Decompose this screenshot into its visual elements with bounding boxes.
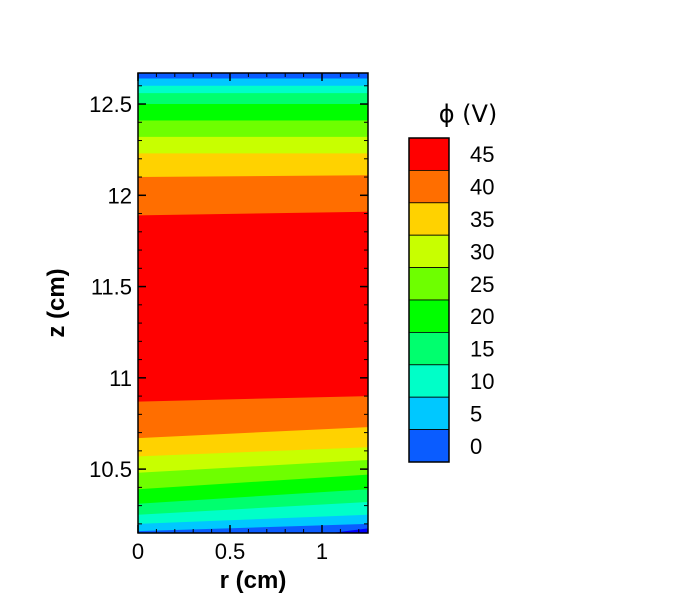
y-tick: 11.5: [91, 275, 368, 300]
legend-label: 35: [470, 207, 494, 232]
y-tick-label: 12.5: [89, 92, 132, 117]
legend-swatch: [408, 331, 450, 366]
y-tick: 12: [108, 183, 368, 208]
legend-swatch: [408, 364, 450, 398]
legend-swatch: [408, 202, 450, 236]
legend-label: 15: [470, 337, 494, 362]
legend-label: 40: [470, 175, 494, 200]
x-tick: 0: [132, 73, 144, 564]
legend-label: 10: [470, 369, 494, 394]
legend-swatch: [408, 299, 450, 333]
band-bottom-5: [138, 523, 368, 533]
x-tick-label: 0.5: [215, 539, 246, 564]
legend-label: 0: [470, 434, 482, 459]
legend-label: 25: [470, 272, 494, 297]
plot-frame: [137, 72, 369, 534]
x-axis: 0 0.5 1: [132, 73, 360, 564]
legend-label: 20: [470, 304, 494, 329]
x-tick: 0.5: [215, 73, 246, 564]
legend-frame: [408, 137, 450, 463]
y-axis: 10.5 11 11.5 12 12.5: [89, 85, 368, 525]
color-legend: ϕ (V) 0 5 10 15 20 25 30 35 40 45: [408, 100, 498, 463]
legend-swatch: [408, 137, 450, 171]
y-tick-label: 11: [109, 366, 132, 391]
legend-title: ϕ (V): [439, 100, 498, 128]
legend-label: 45: [470, 142, 494, 167]
band-top-5: [138, 73, 368, 79]
legend-swatch: [408, 234, 450, 268]
x-tick-label: 0: [132, 539, 144, 564]
y-tick: 12.5: [89, 92, 368, 117]
y-tick-label: 12: [108, 183, 132, 208]
x-tick-label: 1: [316, 539, 328, 564]
legend-swatch: [408, 267, 450, 301]
y-tick-label: 10.5: [89, 457, 132, 482]
x-axis-label: r (cm): [220, 567, 287, 594]
legend-swatch: [408, 169, 450, 204]
y-tick: 10.5: [89, 457, 368, 482]
legend-label: 30: [470, 239, 494, 264]
contour-bands: [138, 73, 368, 533]
legend-swatch: [408, 429, 450, 463]
legend-swatch: [408, 396, 450, 431]
y-tick-label: 11.5: [91, 275, 132, 300]
legend-label: 5: [470, 401, 482, 426]
y-axis-label: z (cm): [43, 268, 70, 337]
